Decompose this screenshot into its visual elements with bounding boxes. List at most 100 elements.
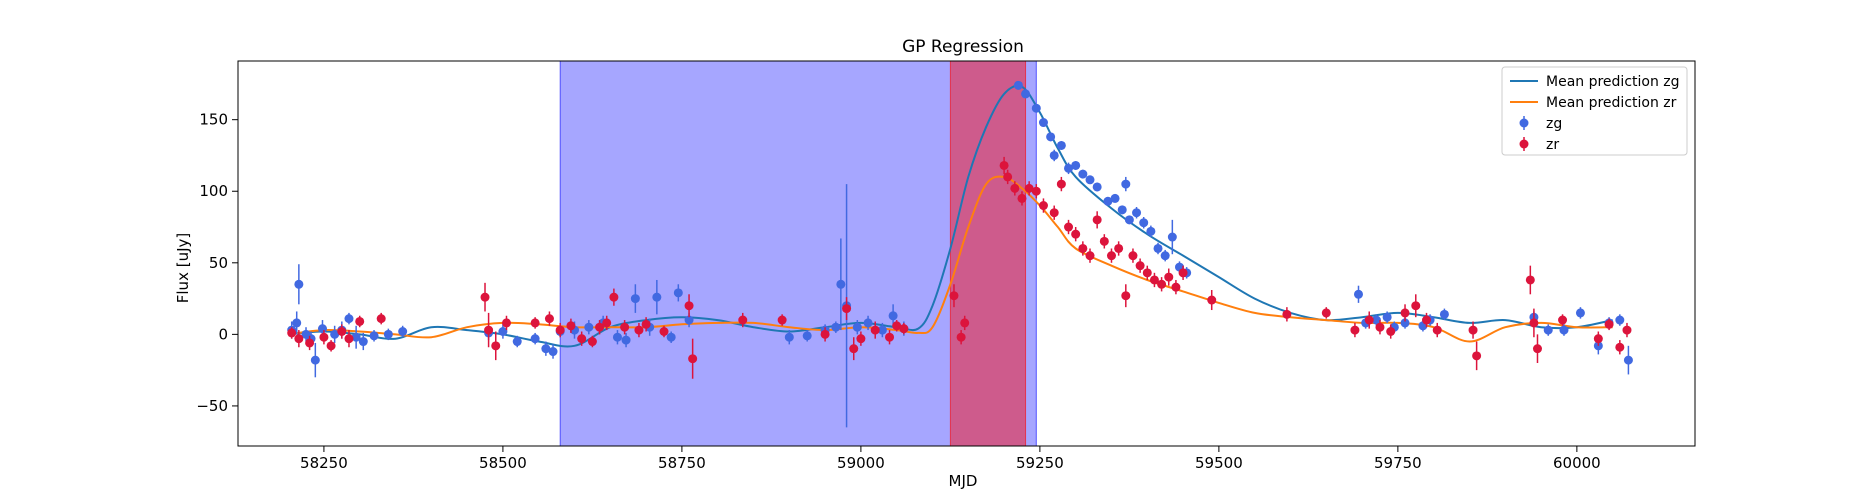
data-point — [1432, 325, 1442, 335]
data-point — [836, 279, 846, 289]
data-point — [856, 334, 866, 344]
data-point — [738, 315, 748, 325]
data-point — [491, 341, 501, 351]
data-point — [584, 322, 594, 332]
data-point — [885, 332, 895, 342]
data-point — [566, 321, 576, 331]
data-point — [326, 341, 336, 351]
data-point — [1056, 140, 1066, 150]
data-point — [659, 327, 669, 337]
data-point — [1103, 196, 1113, 206]
data-point — [1078, 243, 1088, 253]
data-point — [630, 294, 640, 304]
data-point — [1411, 301, 1421, 311]
data-point — [1013, 80, 1023, 90]
data-point — [1543, 325, 1553, 335]
data-point — [530, 318, 540, 328]
data-point — [1146, 226, 1156, 236]
data-point — [1178, 268, 1188, 278]
data-point — [498, 327, 508, 337]
data-point — [1439, 309, 1449, 319]
data-point — [1046, 132, 1056, 142]
plot-content — [287, 61, 1633, 446]
legend-label: Mean prediction zg — [1546, 74, 1680, 90]
x-tick-label-59500: 59500 — [1195, 454, 1243, 472]
y-tick-label-0: 0 — [218, 325, 228, 343]
legend-label: zg — [1546, 116, 1562, 132]
data-point — [480, 292, 490, 302]
data-point — [1092, 215, 1102, 225]
data-point — [1153, 243, 1163, 253]
legend-marker-swatch — [1519, 139, 1529, 149]
data-point — [1021, 89, 1031, 99]
x-tick-label-58500: 58500 — [479, 454, 527, 472]
data-point — [355, 316, 365, 326]
series-points-zr — [287, 156, 1632, 379]
data-point — [1064, 163, 1074, 173]
x-tick-label-58250: 58250 — [300, 454, 348, 472]
x-tick-label-60000: 60000 — [1553, 454, 1601, 472]
data-point — [1031, 103, 1041, 113]
data-point — [1559, 325, 1569, 335]
legend-box — [1501, 66, 1688, 156]
data-point — [1038, 118, 1048, 128]
data-point — [1117, 205, 1127, 215]
legend-item-line-0: Mean prediction zg — [1510, 74, 1680, 90]
data-point — [1003, 172, 1013, 182]
data-point — [1024, 183, 1034, 193]
series-line-zg — [288, 84, 1613, 348]
data-point — [310, 355, 320, 365]
data-point — [1142, 268, 1152, 278]
chart-title: GP Regression — [902, 37, 1024, 57]
legend-label: zr — [1546, 137, 1559, 153]
data-point — [1472, 351, 1482, 361]
y-axis-label: Flux [uJy] — [174, 233, 192, 303]
data-point — [1593, 334, 1603, 344]
data-point — [673, 288, 683, 298]
data-point — [1038, 201, 1048, 211]
data-point — [1092, 182, 1102, 192]
data-point — [852, 322, 862, 332]
data-point — [398, 327, 408, 337]
data-point — [1106, 251, 1116, 261]
y-tick-label-150: 150 — [199, 111, 228, 129]
data-point — [305, 338, 315, 348]
data-point — [1031, 186, 1041, 196]
data-point — [530, 334, 540, 344]
data-point — [899, 324, 909, 334]
data-point — [1167, 232, 1177, 242]
x-tick-label-59000: 59000 — [837, 454, 885, 472]
data-point — [1110, 193, 1120, 203]
data-point — [1139, 218, 1149, 228]
data-point — [949, 291, 959, 301]
data-point — [784, 332, 794, 342]
data-point — [512, 337, 522, 347]
data-point — [1400, 318, 1410, 328]
data-point — [1078, 169, 1088, 179]
data-point — [484, 325, 494, 335]
data-point — [666, 332, 676, 342]
data-point — [1615, 315, 1625, 325]
data-point — [1207, 295, 1217, 305]
data-point — [1422, 315, 1432, 325]
data-point — [383, 329, 393, 339]
data-point — [1128, 251, 1138, 261]
data-point — [317, 324, 327, 334]
data-point — [1622, 325, 1632, 335]
data-point — [1350, 325, 1360, 335]
data-point — [1615, 342, 1625, 352]
data-point — [849, 344, 859, 354]
data-point — [1085, 251, 1095, 261]
data-point — [956, 332, 966, 342]
y-tick-label-50: 50 — [209, 254, 228, 272]
data-point — [620, 322, 630, 332]
legend-item-line-1: Mean prediction zr — [1510, 95, 1677, 111]
data-point — [609, 292, 619, 302]
data-point — [1371, 315, 1381, 325]
data-point — [544, 314, 554, 324]
data-point — [1604, 319, 1614, 329]
data-point — [1049, 208, 1059, 218]
data-point — [369, 331, 379, 341]
x-axis-label: MJD — [949, 472, 978, 490]
